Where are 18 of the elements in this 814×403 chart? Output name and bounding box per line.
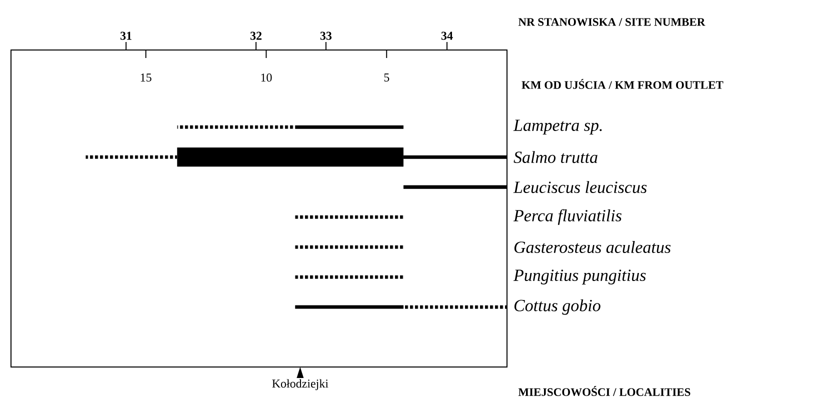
text: MIEJSCOWOŚCI / LOCALITIES	[518, 386, 690, 396]
y-tick-label: Salmo trutta	[514, 151, 598, 164]
text: 34	[441, 32, 453, 40]
y-tick-label: Cottus gobio	[514, 299, 600, 315]
x-axis-title: KM OD UJŚCIA / KM FROM OUTLET	[522, 78, 724, 89]
y-tick-label: Pungitius pungitius	[513, 270, 646, 284]
y-tick-label: Lampetra sp.	[513, 120, 602, 134]
y-tick-label: Gasterosteus aculeatus	[514, 241, 671, 254]
text: 33	[320, 32, 332, 40]
x-tick-label: 15	[140, 74, 152, 82]
y-tick-label: Perca fluviatilis	[513, 209, 622, 225]
text: 31	[120, 32, 132, 40]
text: NR STANOWISKA / SITE NUMBER	[518, 18, 706, 26]
x-tick-label: 5	[384, 74, 390, 82]
text: 32	[250, 32, 262, 40]
x-tick-label: 10	[261, 74, 272, 82]
text: Kołodziejki	[272, 379, 328, 390]
y-tick-label: Leuciscus leuciscus	[513, 181, 647, 194]
